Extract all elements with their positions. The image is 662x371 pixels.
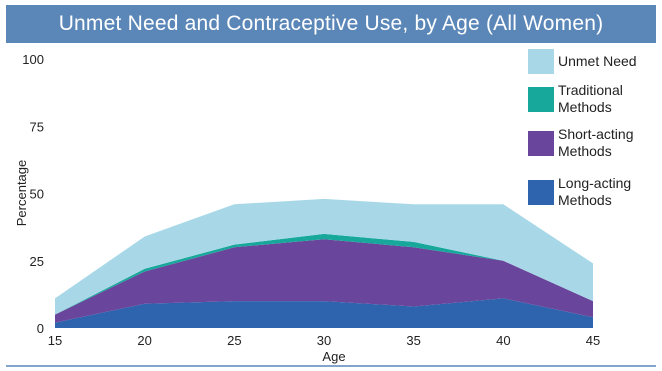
area-short-acting-methods (55, 239, 593, 323)
area-long-acting-methods (55, 298, 593, 328)
y-axis-label: Percentage (14, 160, 29, 227)
legend-label-unmet-need: Unmet Need (558, 53, 637, 69)
x-tick-label: 25 (227, 333, 241, 348)
legend-label-long-acting-methods: Long-acting Methods (558, 175, 631, 208)
legend-swatch-traditional-methods (528, 87, 554, 112)
y-tick-label: 0 (37, 321, 44, 336)
y-tick-label: 50 (30, 187, 44, 202)
x-tick-label: 15 (48, 333, 62, 348)
y-tick-label: 100 (22, 52, 44, 67)
x-tick-label: 40 (496, 333, 510, 348)
x-axis-label: Age (322, 349, 345, 364)
x-tick-labels: 15 20 25 30 35 40 45 (48, 333, 600, 348)
y-tick-label: 75 (30, 119, 44, 134)
chart-title: Unmet Need and Contraceptive Use, by Age… (6, 5, 656, 43)
legend-swatch-short-acting-methods (528, 131, 554, 156)
legend-label-traditional-methods: Traditional Methods (558, 82, 623, 115)
legend-swatch-unmet-need (528, 49, 554, 74)
x-tick-label: 30 (317, 333, 331, 348)
area-layers (55, 198, 593, 328)
x-tick-label: 35 (406, 333, 420, 348)
x-tick-label: 45 (586, 333, 600, 348)
y-tick-label: 25 (30, 254, 44, 269)
y-tick-labels: 0 25 50 75 100 (22, 52, 44, 336)
area-unmet-need (55, 198, 593, 315)
legend-swatch-long-acting-methods (528, 180, 554, 205)
legend-label-short-acting-methods: Short-acting Methods (558, 126, 633, 159)
x-tick-label: 20 (137, 333, 151, 348)
legend: Unmet Need Traditional Methods Short-acting… (528, 49, 637, 208)
